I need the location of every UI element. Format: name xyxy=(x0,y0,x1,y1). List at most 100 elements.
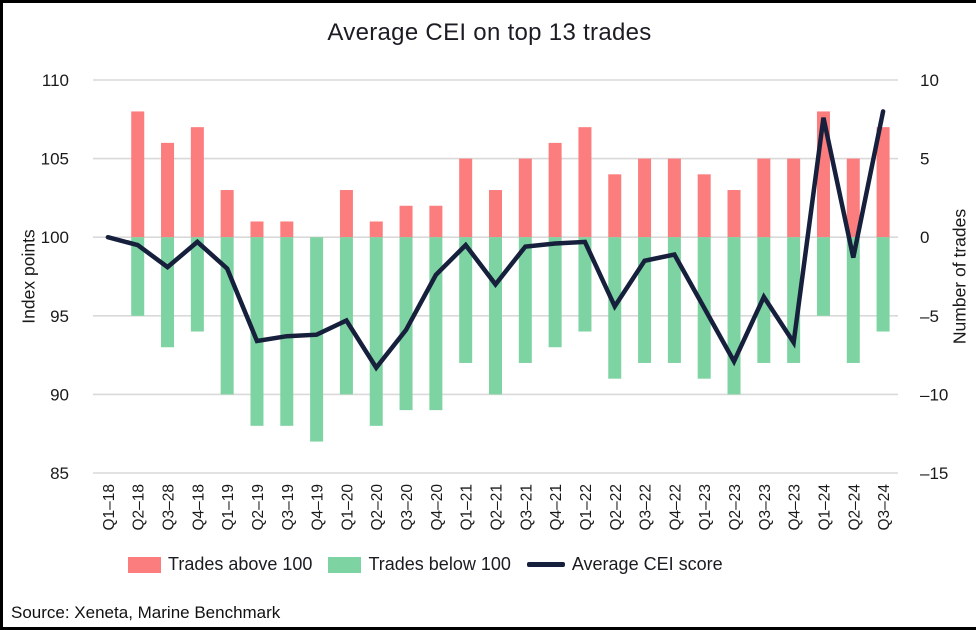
bar-trades-above xyxy=(161,142,175,238)
bar-trades-above xyxy=(399,205,413,238)
bar-trades-above xyxy=(339,190,353,238)
bar-trades-below xyxy=(161,237,175,348)
x-axis-tick: Q4–19 xyxy=(310,484,327,531)
bar-trades-below xyxy=(816,237,830,316)
x-axis-tick: Q4–21 xyxy=(548,484,565,531)
right-axis-tick: –15 xyxy=(920,464,948,483)
bar-trades-above xyxy=(578,127,592,238)
bar-trades-below xyxy=(131,237,145,316)
bar-trades-below xyxy=(250,237,264,426)
left-axis-tick: 95 xyxy=(50,307,69,326)
bar-trades-below xyxy=(339,237,353,395)
x-axis-tick: Q3–23 xyxy=(757,484,774,531)
bar-trades-above xyxy=(608,174,622,238)
bar-trades-above xyxy=(548,142,562,238)
x-axis-tick: Q3–20 xyxy=(399,484,416,531)
bar-trades-below xyxy=(846,237,860,363)
bar-trades-below xyxy=(280,237,294,426)
legend-item-trades-above: Trades above 100 xyxy=(128,554,312,575)
x-axis-tick: Q1–20 xyxy=(339,484,356,531)
bar-trades-above xyxy=(787,158,801,238)
x-axis-tick: Q2–24 xyxy=(846,484,863,531)
legend-item-cei-line: Average CEI score xyxy=(526,554,723,575)
bar-trades-above xyxy=(131,111,145,238)
x-axis-tick: Q4–23 xyxy=(787,484,804,531)
legend-label-cei-line: Average CEI score xyxy=(571,554,723,574)
x-axis-tick: Q2–21 xyxy=(489,484,506,531)
x-axis-tick: Q4–18 xyxy=(190,484,207,531)
x-axis-tick: Q2–19 xyxy=(250,484,267,531)
legend-label-trades-below: Trades below 100 xyxy=(368,554,511,574)
bar-trades-above xyxy=(876,127,890,238)
bar-trades-above xyxy=(280,221,294,238)
bar-trades-above xyxy=(250,221,264,238)
x-axis-tick: Q3–24 xyxy=(876,484,893,531)
x-axis-tick: Q3–21 xyxy=(518,484,535,531)
right-axis-tick: 10 xyxy=(920,71,939,90)
x-axis-tick: Q3–19 xyxy=(280,484,297,531)
x-axis-tick: Q2–20 xyxy=(369,484,386,531)
bar-trades-above xyxy=(220,190,234,238)
x-axis-tick: Q1–19 xyxy=(220,484,237,531)
x-axis-tick: Q4–20 xyxy=(429,484,446,531)
bar-trades-below xyxy=(399,237,413,411)
bar-trades-below xyxy=(310,237,324,442)
left-axis-tick: 105 xyxy=(41,150,69,169)
x-axis-tick: Q1–24 xyxy=(817,484,834,531)
cei-line xyxy=(105,109,886,372)
legend-label-trades-above: Trades above 100 xyxy=(168,554,313,574)
bar-trades-above xyxy=(459,158,473,238)
left-axis-tick: 85 xyxy=(50,464,69,483)
bar-trades-below xyxy=(220,237,234,395)
bar-trades-above xyxy=(846,158,860,238)
x-axis-tick: Q2–23 xyxy=(727,484,744,531)
x-axis-tick: Q1–23 xyxy=(697,484,714,531)
bar-trades-below xyxy=(190,237,204,332)
bar-trades-below xyxy=(489,237,502,395)
left-axis-tick: 90 xyxy=(50,385,69,404)
right-axis-tick: 5 xyxy=(920,150,929,169)
bar-trades-below xyxy=(459,237,473,363)
trades-below-swatch xyxy=(328,556,362,573)
trades-above-swatch xyxy=(128,556,161,573)
bar-trades-above xyxy=(667,158,681,238)
bar-trades-above xyxy=(190,127,204,238)
x-axis-tick: Q3–28 xyxy=(161,484,178,531)
bar-trades-above xyxy=(369,221,383,238)
x-axis-tick: Q1–22 xyxy=(578,484,595,531)
x-axis-tick: Q2–18 xyxy=(131,484,148,531)
bar-trades-below xyxy=(578,237,592,332)
bar-trades-above xyxy=(697,174,711,238)
bar-trades-below xyxy=(429,237,443,411)
bar-trades-above xyxy=(429,205,443,238)
chart-title: Average CEI on top 13 trades xyxy=(327,19,652,46)
legend-item-trades-below: Trades below 100 xyxy=(328,554,511,575)
chart-plot-area: 85 90 95 100 105 110 –15 –10 –5 0 5 10 Q1–18 Q2–18 Q3–… xyxy=(41,71,949,531)
right-axis-tick: 0 xyxy=(920,228,929,247)
left-axis-tick: 100 xyxy=(41,228,69,247)
legend: Trades above 100 Trades below 100 Averag… xyxy=(128,554,723,575)
x-axis-tick: Q3–22 xyxy=(638,484,655,531)
bar-trades-below xyxy=(369,237,383,426)
source-note: Source: Xeneta, Marine Benchmark xyxy=(11,603,281,622)
bar-trades-above xyxy=(518,158,532,238)
bar-trades-below xyxy=(548,237,562,348)
bar-trades-above xyxy=(757,158,771,238)
x-axis-tick: Q1–18 xyxy=(101,484,118,531)
cei-line-swatch xyxy=(526,562,565,567)
right-axis-tick: –5 xyxy=(920,307,939,326)
bar-trades-above xyxy=(638,158,652,238)
bar-trades-above xyxy=(727,190,741,238)
x-axis-tick: Q1–21 xyxy=(459,484,476,531)
x-axis-tick: Q4–22 xyxy=(667,484,684,531)
bar-trades-below xyxy=(638,237,652,363)
bar-trades-below xyxy=(876,237,890,332)
bar-trades-above xyxy=(489,190,502,238)
bar-trades-below xyxy=(667,237,681,363)
x-axis-tick: Q2–22 xyxy=(608,484,625,531)
left-axis-tick: 110 xyxy=(42,71,69,90)
bar-trades-below xyxy=(727,237,741,395)
right-axis-tick: –10 xyxy=(920,385,948,404)
bar-trades-below xyxy=(518,237,532,363)
